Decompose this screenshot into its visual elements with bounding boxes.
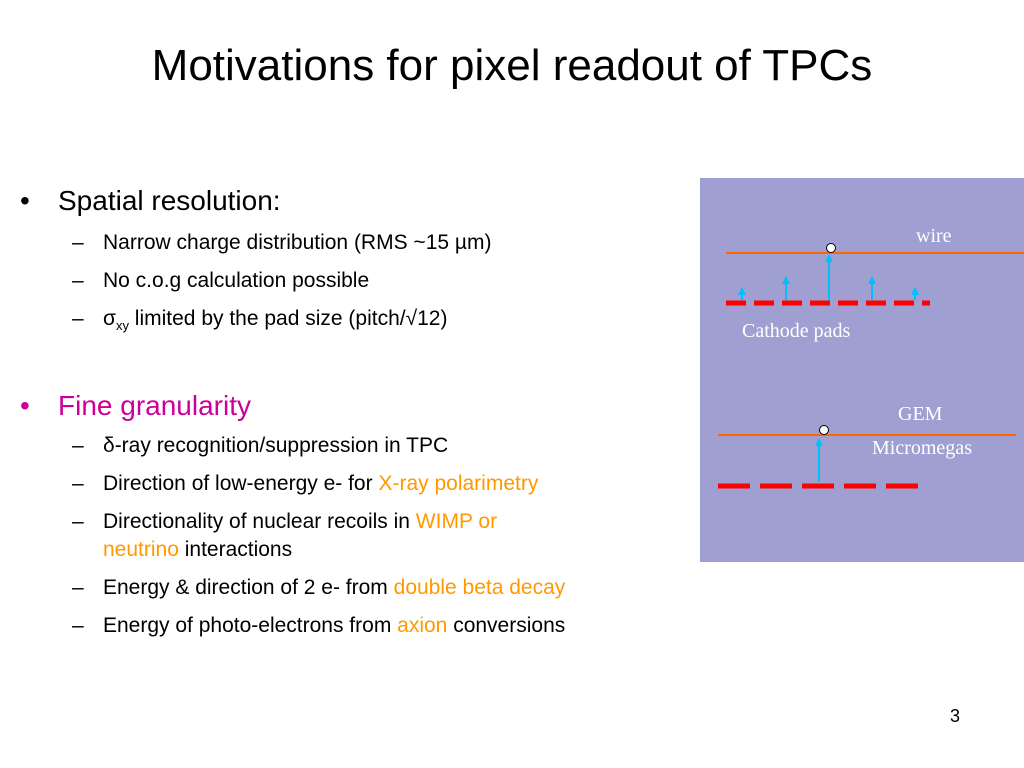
induction-arrows — [738, 254, 919, 300]
subitem-nuclear-recoils-cont: neutrino interactions — [103, 537, 292, 563]
page-number: 3 — [950, 706, 961, 726]
subitem-delta-ray: δ-ray recognition/suppression in TPC — [103, 434, 449, 457]
sigma-text: limited by the pad size (pitch/√12) — [128, 307, 448, 330]
highlight-axion: axion — [397, 614, 448, 637]
detector-diagram — [718, 243, 1024, 489]
subitem-text: Energy of photo-electrons from — [103, 614, 398, 637]
dash-marker: – — [72, 307, 84, 330]
highlight-xray-polarimetry: X-ray polarimetry — [378, 472, 539, 495]
dash-marker: – — [72, 614, 84, 637]
dash-marker: – — [72, 231, 84, 254]
bullet-fine-granularity: Fine granularity — [58, 390, 251, 421]
subitem-double-beta: Energy & direction of 2 e- from double b… — [103, 575, 565, 601]
subitem-text: conversions — [447, 614, 566, 637]
wire-label: wire — [916, 225, 952, 247]
cathode-pads-label: Cathode pads — [742, 320, 851, 342]
dash-marker: – — [72, 510, 84, 533]
dash-marker: – — [72, 269, 84, 292]
dash-marker: – — [72, 472, 84, 495]
subitem-sigma-xy: σxy limited by the pad size (pitch/√12) — [103, 306, 447, 339]
subitem-xray-polarimetry: Direction of low-energy e- for X-ray pol… — [103, 471, 538, 497]
sigma-subscript: xy — [115, 318, 129, 334]
subitem-text: interactions — [178, 538, 293, 561]
wire-electron — [826, 243, 836, 253]
sigma-symbol: σ — [103, 307, 116, 330]
dash-marker: – — [72, 576, 84, 599]
subitem-nuclear-recoils: Directionality of nuclear recoils in WIM… — [103, 509, 497, 535]
subitem-text: Energy & direction of 2 e- from — [103, 576, 394, 599]
slide-title: Motivations for pixel readout of TPCs — [151, 41, 873, 90]
subitem-text: Directionality of nuclear recoils in — [103, 510, 416, 533]
bullet-marker: • — [20, 185, 30, 216]
subitem-no-cog: No c.o.g calculation possible — [103, 269, 370, 292]
detector-figure: wire Cathode pads GEM Micromegas — [700, 178, 1024, 562]
gem-electron — [819, 425, 829, 435]
bullet-spatial-resolution: Spatial resolution: — [58, 185, 281, 216]
subitem-text: Direction of low-energy e- for — [103, 472, 379, 495]
dash-marker: – — [72, 434, 84, 457]
gem-label: GEM — [898, 403, 943, 425]
bullet-marker: • — [20, 390, 30, 421]
highlight-wimp-or: WIMP or — [415, 510, 498, 533]
micromegas-label: Micromegas — [872, 437, 972, 459]
subitem-narrow-charge: Narrow charge distribution (RMS ~15 µm) — [103, 231, 492, 254]
subitem-axion: Energy of photo-electrons from axion con… — [103, 613, 565, 639]
highlight-double-beta-decay: double beta decay — [393, 576, 566, 599]
highlight-neutrino: neutrino — [103, 538, 179, 561]
